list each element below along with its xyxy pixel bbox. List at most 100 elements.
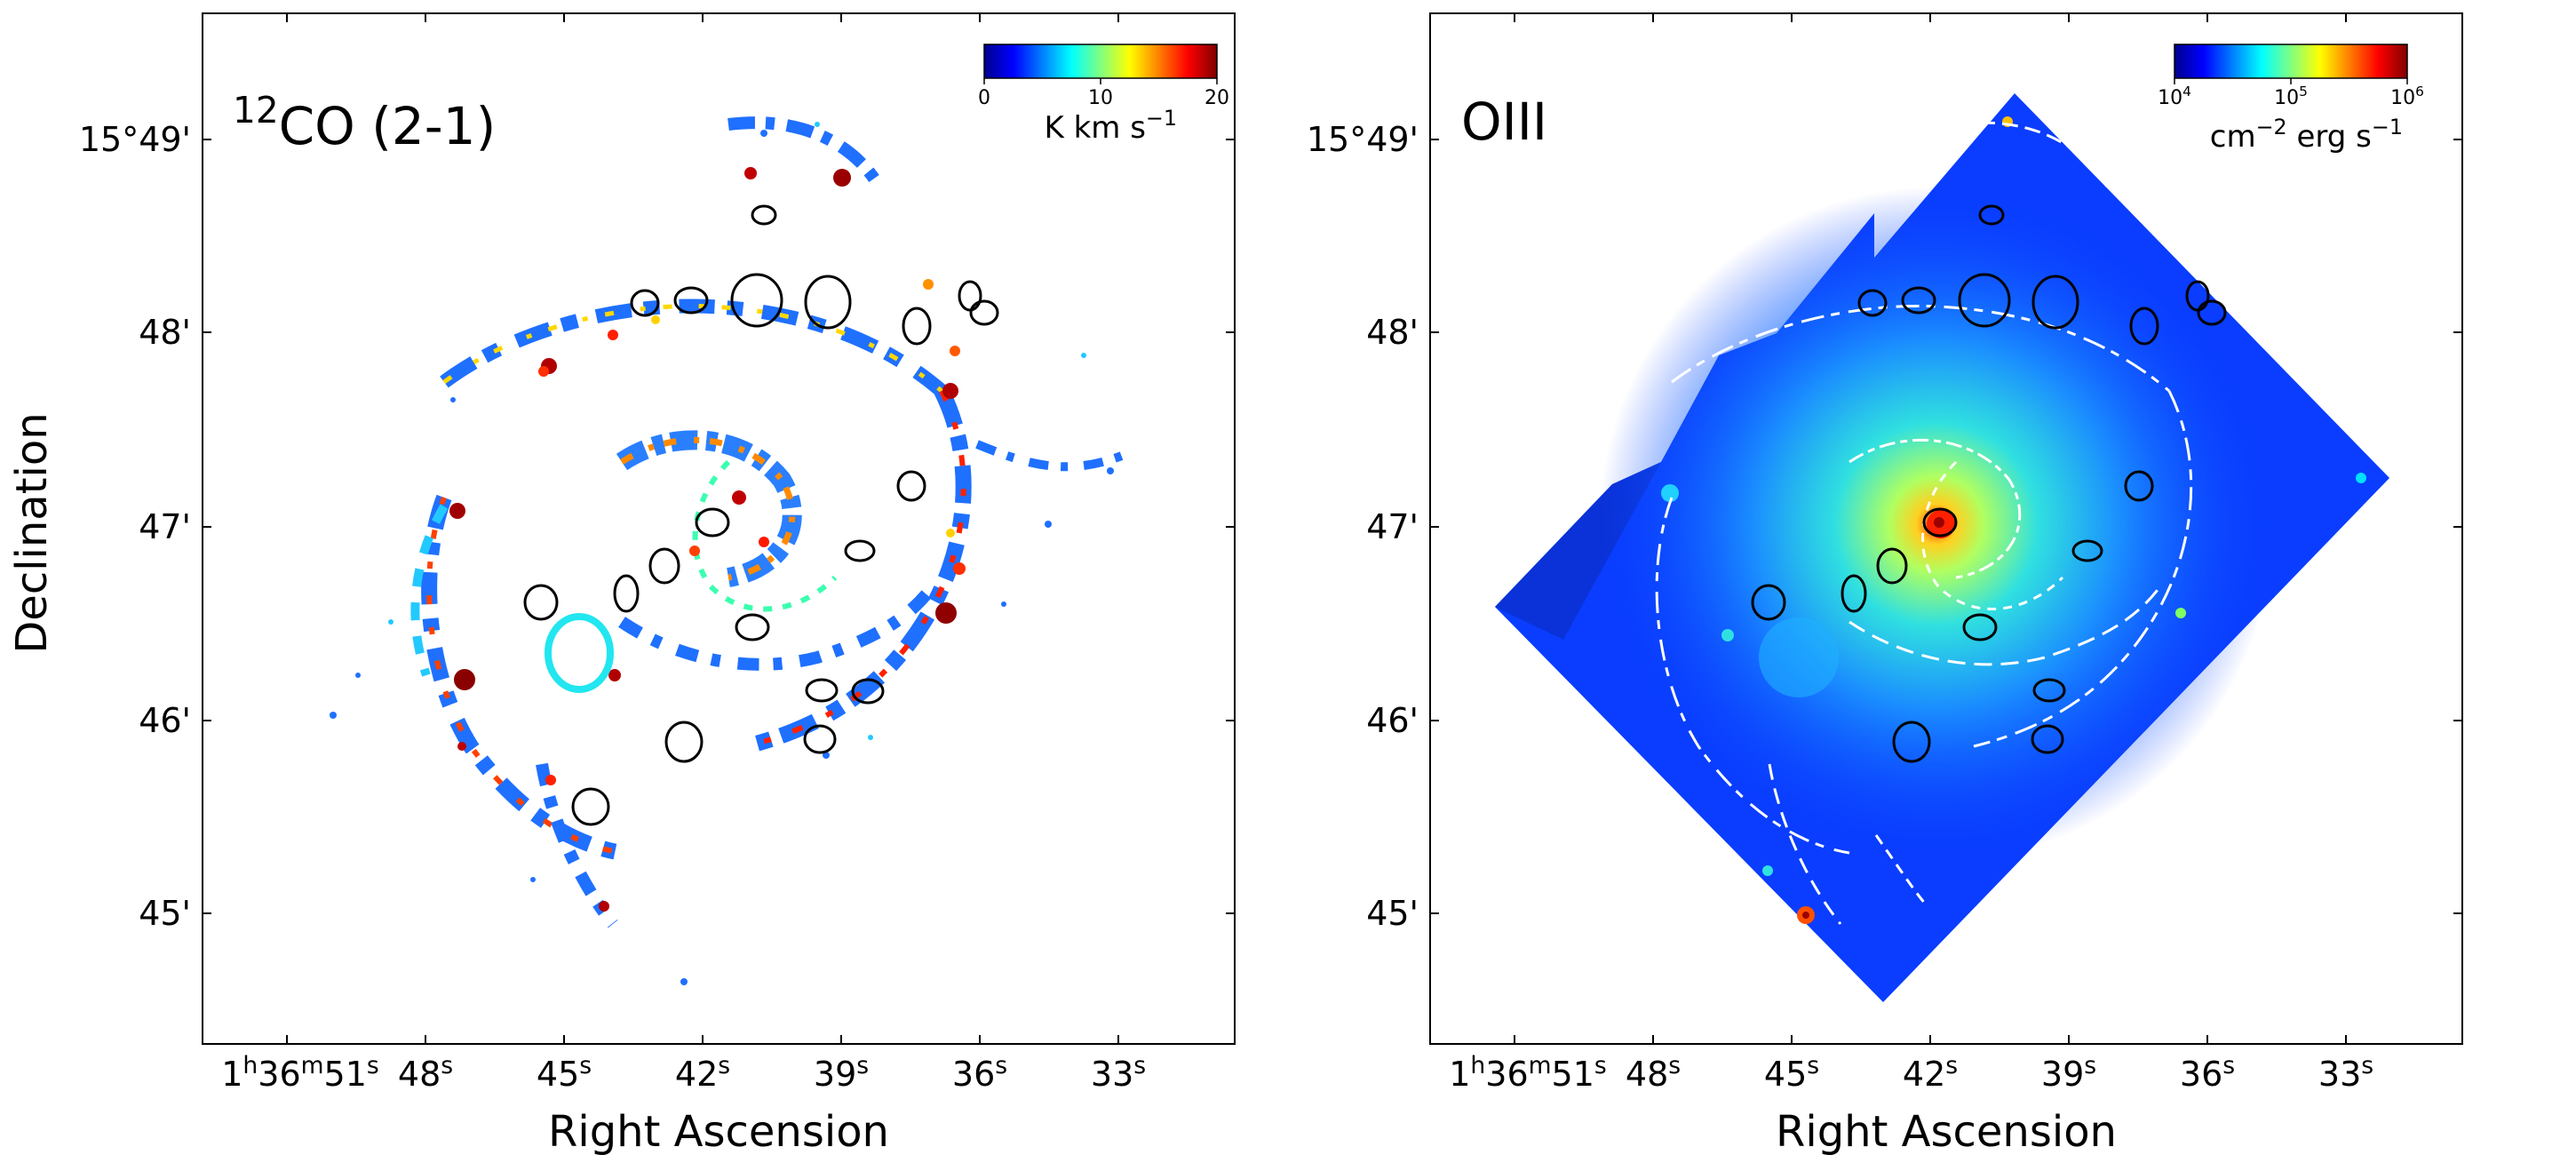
region-ellipse: [2129, 307, 2159, 346]
co-arm-inner-core: [620, 436, 796, 581]
co-clump: [608, 669, 621, 681]
region-ellipse: [630, 289, 660, 317]
region-ellipse: [1922, 507, 1958, 538]
co-speck: [1081, 353, 1086, 358]
oiii-dec-tick-label: 47': [1366, 507, 1419, 546]
oiii-dec-tick-label: 48': [1366, 313, 1419, 352]
co-colorbar-unit: K km s: [1044, 110, 1145, 146]
region-ellipse: [2071, 539, 2103, 562]
co-ra-tick-label: 48s: [398, 1052, 453, 1094]
oiii-colorbar-tick-label: 104: [2158, 84, 2191, 109]
oiii-knot: [2175, 608, 2186, 618]
region-ellipse: [735, 613, 770, 641]
co-panel-title: 12CO (2-1): [233, 89, 496, 156]
oiii-xaxis-title: Right Ascension: [1776, 1107, 2117, 1155]
oiii-ra-tick-label: 39s: [2041, 1052, 2096, 1094]
co-ra-tick-label: 39s: [814, 1052, 869, 1094]
region-ellipse: [2124, 470, 2154, 502]
region-ellipse: [664, 721, 704, 763]
co-colorbar-label: K km s−1: [1044, 106, 1177, 146]
oiii-colorbar-tick-label: 106: [2390, 84, 2424, 109]
region-ellipse: [969, 299, 999, 326]
oiii-ra-tick-label: 42s: [1903, 1052, 1958, 1094]
co-arm-east-core: [426, 496, 623, 856]
oiii-panel: OIII 104 105 106 cm−2 erg s−1: [1307, 12, 2463, 1155]
co-speck: [815, 122, 820, 127]
co-speck: [388, 619, 394, 625]
oiii-colorbar-label: cm−2 erg s−1: [2210, 115, 2403, 155]
oiii-knot: [1661, 484, 1679, 502]
oiii-dec-tick-label: 46': [1366, 701, 1419, 740]
co-arm-outer-west: [975, 440, 1130, 472]
region-ellipse: [751, 204, 777, 226]
co-arm-inner-east: [692, 459, 838, 612]
oiii-panel-title: OIII: [1461, 92, 1547, 152]
region-ellipse: [571, 787, 610, 826]
co-speck: [680, 978, 688, 985]
oiii-knot: [1802, 912, 1809, 919]
region-ellipse: [851, 678, 885, 705]
co-highlight-region: [545, 613, 614, 693]
region-ellipse: [844, 539, 876, 562]
region-ellipse: [648, 547, 680, 585]
region-ellipse: [695, 507, 730, 538]
co-dec-tick-label: 15°49': [79, 120, 191, 159]
region-ellipse: [1978, 204, 2005, 226]
co-clump: [545, 775, 556, 785]
co-colorbar-tick-label: 20: [1205, 87, 1229, 109]
co-colorbar: 0 10 20 K km s−1: [978, 44, 1229, 146]
co-dec-tick-label: 46': [139, 701, 191, 740]
oiii-ra-tick-label: 1h36m51s: [1449, 1052, 1607, 1094]
co-clump: [946, 529, 955, 538]
oiii-ra-tick-label: 45s: [1764, 1052, 1819, 1094]
co-speck: [330, 712, 337, 719]
co-speck: [823, 752, 830, 759]
co-panel: 12CO (2-1) 0 10 20 K km s−1: [7, 12, 1236, 1155]
oiii-knot: [1759, 617, 1839, 697]
co-clump: [744, 167, 757, 179]
co-dec-tick-label: 48': [139, 313, 191, 352]
co-clump: [689, 546, 700, 556]
co-title-text: CO (2-1): [279, 96, 497, 156]
co-dec-tick-label: 45': [139, 894, 191, 933]
co-speck: [355, 673, 361, 678]
oiii-ra-tick-label: 48s: [1626, 1052, 1681, 1094]
co-speck: [868, 735, 873, 740]
co-ra-tick-label: 1h36m51s: [221, 1052, 379, 1094]
co-tick-marks: [203, 13, 1235, 1044]
co-clump: [759, 537, 769, 547]
oiii-ra-tick-label: 33s: [2318, 1052, 2373, 1094]
co-colorbar-tick-label: 0: [978, 87, 990, 109]
co-arm-outer-north: [727, 116, 886, 190]
co-ra-tick-label: 36s: [952, 1052, 1007, 1094]
co-arm-north: [440, 299, 947, 397]
co-clump: [454, 669, 475, 690]
co-arm-south-center: [618, 582, 938, 671]
oiii-co-contours: [1655, 121, 2193, 925]
oiii-ra-tick-label: 36s: [2180, 1052, 2235, 1094]
co-clump: [833, 169, 851, 187]
region-ellipse: [1958, 273, 2011, 328]
co-speck: [1045, 521, 1052, 528]
co-ra-tick-label: 45s: [537, 1052, 592, 1094]
region-ellipse: [1876, 547, 1908, 585]
co-title-superscript: 12: [233, 89, 279, 131]
co-clump: [950, 346, 960, 356]
oiii-knot: [1762, 865, 1773, 876]
oiii-tick-marks: [1430, 13, 2462, 1044]
region-ellipse: [803, 724, 837, 754]
oiii-colorbar-tick-label: 105: [2274, 84, 2308, 109]
co-clump: [608, 330, 618, 340]
region-ellipse: [523, 584, 559, 621]
co-colorbar-tick-label: 10: [1088, 87, 1113, 109]
co-arm-west-core: [745, 389, 966, 749]
co-speck: [1107, 467, 1114, 474]
region-ellipse: [1892, 721, 1931, 763]
co-colorbar-unit-exp: −1: [1146, 106, 1177, 131]
region-ellipse: [2031, 275, 2079, 330]
region-ellipse: [613, 574, 640, 613]
region-ellipse: [1962, 613, 1998, 641]
region-ellipse: [1857, 289, 1888, 317]
region-ellipse: [1751, 584, 1786, 621]
